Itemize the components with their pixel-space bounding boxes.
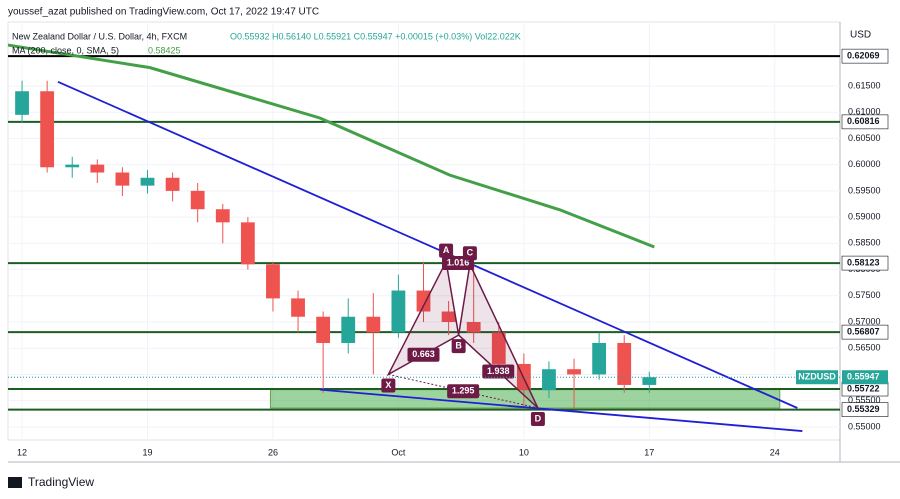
trendline: [319, 388, 803, 432]
level-tag: [841, 402, 889, 417]
candle-body: [90, 164, 105, 173]
x-tick-label: 10: [519, 447, 529, 457]
y-tick-label: 0.59500: [848, 185, 881, 195]
ratio-box: [407, 347, 440, 362]
y-tick-label: 0.61500: [848, 80, 881, 90]
ratio-label: 1.016: [447, 257, 470, 267]
moving-average: [7, 43, 655, 249]
pattern-point-label: X: [385, 380, 391, 390]
pattern-point-label: D: [535, 413, 542, 423]
symbol-title: New Zealand Dollar / U.S. Dollar, 4h, FX…: [12, 31, 187, 41]
level-tag: [841, 48, 889, 64]
level-tag: [841, 114, 889, 130]
y-tick-label: 0.57500: [848, 290, 881, 300]
y-tick-label: 0.58500: [848, 238, 881, 248]
pattern-point-box: [451, 339, 466, 354]
y-tick-label: 0.55000: [848, 421, 881, 431]
candle-body: [140, 177, 155, 186]
candle-body: [215, 209, 230, 223]
x-tick-label: 12: [17, 447, 27, 457]
y-tick-label: 0.59000: [848, 211, 881, 221]
candle-body: [592, 342, 607, 375]
level-label: 0.58123: [847, 257, 880, 267]
trendline: [57, 80, 798, 409]
publisher: youssef_azat published on TradingView.co…: [8, 7, 319, 18]
candle-body: [65, 164, 80, 168]
candle-body: [567, 369, 581, 375]
candle-body: [391, 290, 406, 333]
candle-body: [240, 222, 255, 265]
candle-body: [165, 177, 180, 191]
candle-body: [316, 316, 331, 343]
level-label: 0.60816: [847, 116, 880, 126]
level-label: 0.55722: [847, 383, 880, 393]
candle-body: [416, 290, 431, 312]
ma-value: 0.58425: [148, 45, 181, 55]
currency-label: USD: [850, 30, 871, 41]
last-price-label: 0.55947: [847, 372, 880, 382]
pattern-point-box: [462, 246, 477, 261]
candle-body: [642, 377, 657, 385]
last-price-box: [842, 370, 888, 385]
candle-body: [466, 321, 481, 333]
candle-body: [190, 190, 205, 210]
pattern-point-box: [381, 378, 396, 393]
ma-legend: MA (200, close, 0, SMA, 5): [12, 45, 119, 55]
x-tick-label: 17: [644, 447, 654, 457]
candle-body: [491, 332, 506, 364]
y-tick-label: 0.60000: [848, 159, 881, 169]
pattern-point-box: [530, 412, 545, 427]
y-tick-label: 0.55500: [848, 395, 881, 405]
pattern-point-label: C: [467, 248, 474, 258]
level-label: 0.62069: [847, 51, 880, 61]
x-tick-label: Oct: [391, 447, 406, 457]
footer-brand: TradingView: [28, 475, 94, 489]
y-tick-label: 0.57000: [848, 316, 881, 326]
level-label: 0.55329: [847, 404, 880, 414]
pattern-point-box: [439, 243, 454, 258]
footer-logo: [8, 477, 22, 488]
y-tick-label: 0.56500: [848, 343, 881, 353]
ratio-box: [447, 384, 480, 399]
x-tick-label: 24: [770, 447, 780, 457]
candle-body: [40, 91, 55, 168]
ratio-label: 1.295: [452, 386, 475, 396]
pattern-point-label: A: [443, 245, 450, 255]
level-label: 0.56807: [847, 326, 880, 336]
x-tick-label: 19: [142, 447, 152, 457]
ratio-label: 0.663: [412, 349, 435, 359]
plot-layer: 0.663 1.016 1.938 1.295 X A B C D: [7, 22, 840, 440]
symbol-tag: NZDUSD: [798, 372, 836, 382]
level-tag: [841, 324, 889, 340]
y-tick-label: 0.61000: [848, 107, 881, 117]
y-tick-label: 0.60500: [848, 133, 881, 143]
candle-body: [341, 316, 356, 343]
candle-body: [441, 311, 456, 322]
candle-body: [115, 172, 130, 186]
candle-body: [617, 342, 632, 385]
candle-body: [542, 369, 556, 391]
ohlc-legend: O0.55932 H0.56140 L0.55921 C0.55947 +0.0…: [230, 31, 521, 41]
level-tag: [841, 255, 889, 271]
candle-body: [366, 316, 381, 333]
pattern-point-label: B: [455, 340, 462, 350]
ratio-box: [482, 364, 515, 379]
candle-body: [15, 91, 29, 115]
candle-body: [291, 298, 305, 317]
ratio-label: 1.938: [487, 366, 510, 376]
candle-body: [266, 264, 280, 299]
symbol-tag-box: [796, 370, 838, 385]
x-tick-label: 26: [268, 447, 278, 457]
